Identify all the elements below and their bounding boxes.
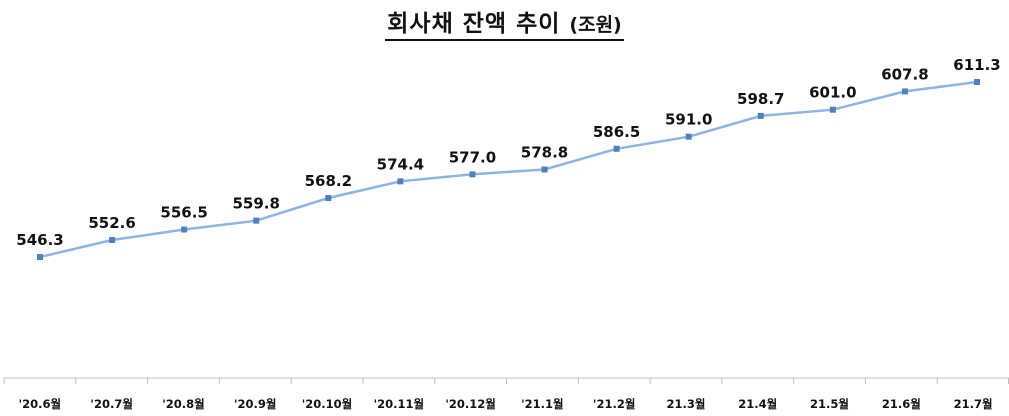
data-point-marker <box>397 178 404 185</box>
data-point-marker <box>253 217 260 224</box>
data-point-marker <box>469 171 476 178</box>
data-point-marker <box>181 226 188 233</box>
data-point-marker <box>325 195 332 202</box>
data-point-label: 559.8 <box>233 195 280 213</box>
data-point-marker <box>109 237 116 244</box>
x-tick-labels: '20.6월 '20.7월 '20.8월 '20.9월 '20.10월 '20.11월 '2… <box>19 397 993 411</box>
data-point-marker <box>974 79 980 85</box>
data-point-label: 611.3 <box>953 56 1000 74</box>
x-tick-label: '20.12월 <box>445 397 495 411</box>
data-point-label: 586.5 <box>593 123 640 141</box>
chart-unit-label: (조원) <box>569 14 622 36</box>
data-labels: 546.3 552.6 556.5 559.8 568.2 574.4 577.0 578.8… <box>16 56 1000 249</box>
data-point-label: 568.2 <box>305 172 352 190</box>
data-point-label: 598.7 <box>737 90 784 108</box>
data-point-label: 591.0 <box>665 111 712 129</box>
data-point-label: 556.5 <box>160 204 207 222</box>
chart-title-text: 회사채 잔액 추이 <box>387 11 561 37</box>
data-point-label: 546.3 <box>16 231 63 249</box>
series-markers <box>37 79 980 260</box>
data-point-marker <box>901 88 908 95</box>
series-line <box>39 80 978 259</box>
data-point-marker <box>685 133 692 140</box>
data-point-label: 577.0 <box>449 148 496 166</box>
x-tick-label: '20.6월 <box>19 397 61 411</box>
x-tick-label: 21.4월 <box>738 397 777 411</box>
data-point-marker <box>613 145 620 152</box>
data-point-label: 578.8 <box>521 144 568 162</box>
data-point-label: 552.6 <box>88 214 135 232</box>
data-point-label: 607.8 <box>881 65 928 83</box>
data-point-marker <box>757 112 764 119</box>
x-tick-label: '21.2월 <box>593 397 635 411</box>
x-tick-label: '20.8월 <box>162 397 204 411</box>
x-tick-label: 21.5월 <box>810 397 849 411</box>
data-point-marker <box>541 166 548 173</box>
data-point-marker <box>37 254 43 260</box>
chart-title-wrap: 회사채 잔액 추이 (조원) <box>0 4 1009 41</box>
chart-title: 회사채 잔액 추이 (조원) <box>385 4 624 41</box>
data-point-label: 574.4 <box>377 155 424 173</box>
x-axis-ticks <box>3 378 1009 384</box>
x-tick-label: '20.11월 <box>374 397 424 411</box>
x-tick-label: '20.7월 <box>90 397 132 411</box>
x-tick-label: 21.7월 <box>954 397 993 411</box>
x-tick-label: 21.3월 <box>666 397 705 411</box>
data-point-marker <box>829 106 836 113</box>
x-tick-label: '20.9월 <box>234 397 276 411</box>
x-tick-label: '21.1월 <box>521 397 563 411</box>
x-tick-label: 21.6월 <box>882 397 921 411</box>
x-tick-label: '20.10월 <box>302 397 352 411</box>
data-point-label: 601.0 <box>809 84 856 102</box>
